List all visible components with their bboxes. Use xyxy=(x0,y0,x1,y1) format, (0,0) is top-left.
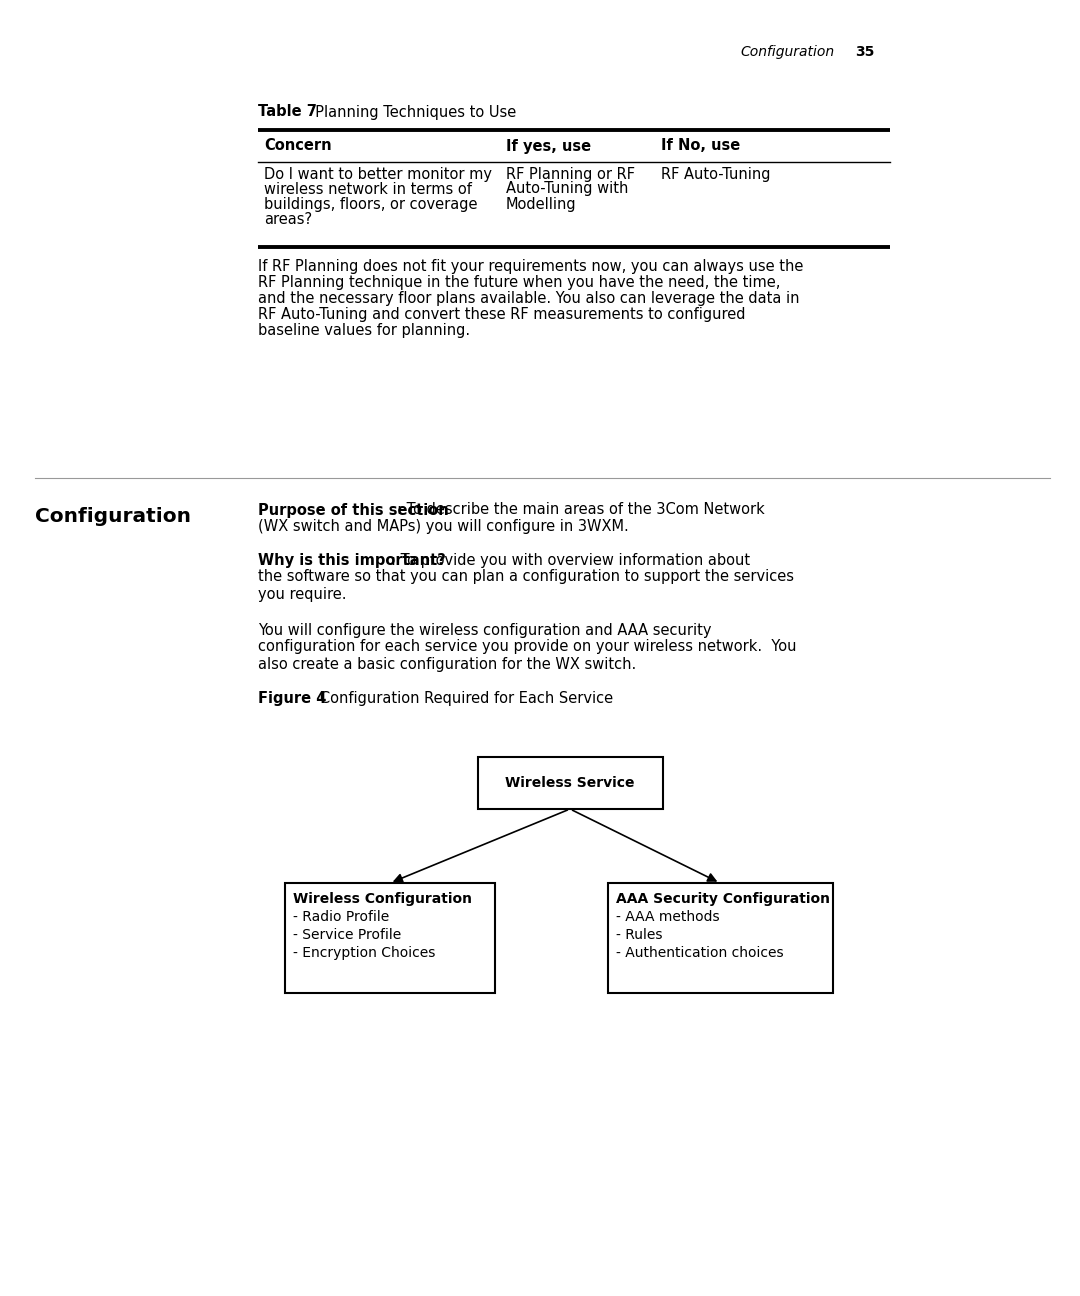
Text: - Rules: - Rules xyxy=(616,928,662,942)
Text: - Encryption Choices: - Encryption Choices xyxy=(293,946,435,960)
Text: Do I want to better monitor my: Do I want to better monitor my xyxy=(264,166,492,181)
Text: You will configure the wireless configuration and AAA security: You will configure the wireless configur… xyxy=(258,622,712,638)
Text: wireless network in terms of: wireless network in terms of xyxy=(264,181,472,197)
Text: configuration for each service you provide on your wireless network.  You: configuration for each service you provi… xyxy=(258,639,797,654)
Text: Auto-Tuning with: Auto-Tuning with xyxy=(507,181,629,197)
Text: Why is this important?: Why is this important? xyxy=(258,552,446,568)
Text: - Radio Profile: - Radio Profile xyxy=(293,910,389,924)
Text: Configuration: Configuration xyxy=(35,507,191,525)
FancyBboxPatch shape xyxy=(607,883,833,993)
Text: you require.: you require. xyxy=(258,587,347,601)
Text: Wireless Service: Wireless Service xyxy=(505,776,635,791)
Text: areas?: areas? xyxy=(264,211,312,227)
Text: Configuration Required for Each Service: Configuration Required for Each Service xyxy=(307,691,613,705)
Text: RF Planning technique in the future when you have the need, the time,: RF Planning technique in the future when… xyxy=(258,276,781,290)
Text: - AAA methods: - AAA methods xyxy=(616,910,719,924)
Text: Purpose of this section: Purpose of this section xyxy=(258,503,449,517)
Text: : To provide you with overview information about: : To provide you with overview informati… xyxy=(391,552,751,568)
Text: : To describe the main areas of the 3Com Network: : To describe the main areas of the 3Com… xyxy=(397,503,765,517)
Text: Configuration: Configuration xyxy=(740,45,834,60)
Text: - Service Profile: - Service Profile xyxy=(293,928,402,942)
Text: AAA Security Configuration: AAA Security Configuration xyxy=(616,892,829,906)
Text: RF Auto-Tuning and convert these RF measurements to configured: RF Auto-Tuning and convert these RF meas… xyxy=(258,307,745,323)
Text: baseline values for planning.: baseline values for planning. xyxy=(258,324,470,338)
Text: If No, use: If No, use xyxy=(661,139,740,153)
FancyBboxPatch shape xyxy=(285,883,495,993)
Text: If yes, use: If yes, use xyxy=(507,139,591,153)
Text: (WX switch and MAPs) you will configure in 3WXM.: (WX switch and MAPs) you will configure … xyxy=(258,520,629,534)
Text: the software so that you can plan a configuration to support the services: the software so that you can plan a conf… xyxy=(258,569,794,584)
Text: RF Auto-Tuning: RF Auto-Tuning xyxy=(661,166,770,181)
FancyBboxPatch shape xyxy=(477,757,662,809)
Text: 35: 35 xyxy=(855,45,875,60)
Text: Concern: Concern xyxy=(264,139,332,153)
Text: buildings, floors, or coverage: buildings, floors, or coverage xyxy=(264,197,477,211)
Text: Figure 4: Figure 4 xyxy=(258,691,326,705)
Text: Planning Techniques to Use: Planning Techniques to Use xyxy=(306,105,516,119)
Text: Table 7: Table 7 xyxy=(258,105,316,119)
Text: RF Planning or RF: RF Planning or RF xyxy=(507,166,635,181)
Text: Modelling: Modelling xyxy=(507,197,577,211)
Text: also create a basic configuration for the WX switch.: also create a basic configuration for th… xyxy=(258,657,636,671)
Text: and the necessary floor plans available. You also can leverage the data in: and the necessary floor plans available.… xyxy=(258,292,799,306)
Text: - Authentication choices: - Authentication choices xyxy=(616,946,783,960)
Text: If RF Planning does not fit your requirements now, you can always use the: If RF Planning does not fit your require… xyxy=(258,259,804,275)
Text: Wireless Configuration: Wireless Configuration xyxy=(293,892,472,906)
